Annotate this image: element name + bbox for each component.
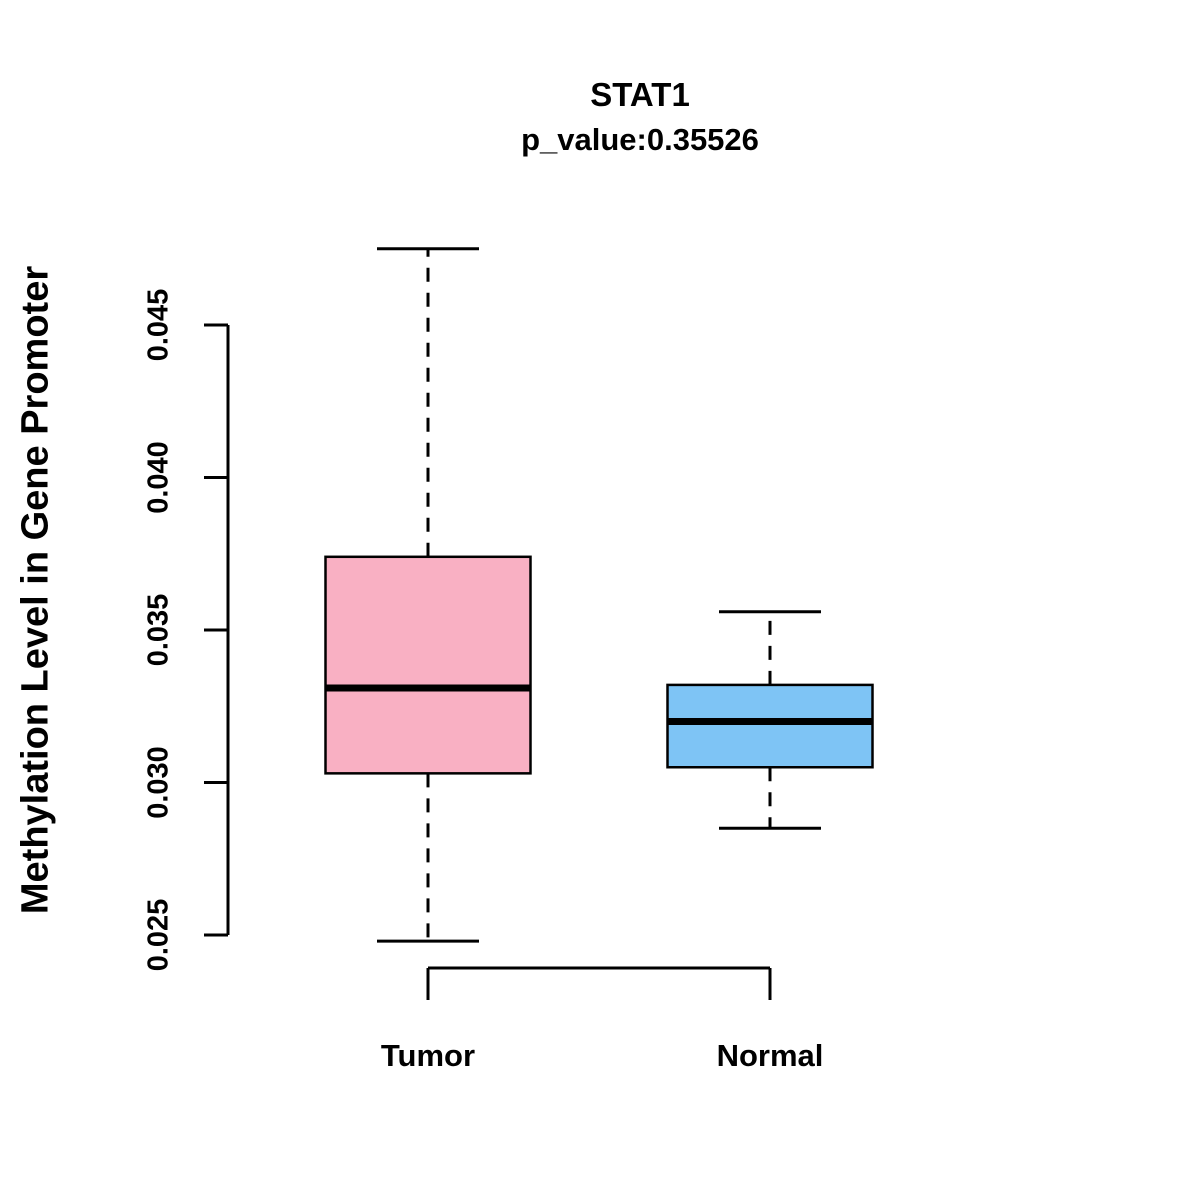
y-axis: 0.025 0.030 0.035 0.040 0.045 [143, 289, 230, 972]
x-axis: Tumor Normal [381, 966, 824, 1073]
chart-title: STAT1 [590, 76, 690, 113]
x-category-label-normal: Normal [717, 1038, 824, 1073]
box-normal [666, 610, 874, 830]
y-axis-tick-label: 0.045 [143, 289, 175, 362]
y-axis-tick-label: 0.025 [143, 899, 175, 972]
chart-subtitle-pvalue: p_value:0.35526 [521, 122, 759, 157]
iqr-box [324, 555, 532, 775]
y-axis-tick-label: 0.035 [143, 594, 175, 667]
y-axis-tick-label: 0.040 [143, 441, 175, 514]
y-axis-tick-label: 0.030 [143, 746, 175, 819]
x-category-label-tumor: Tumor [381, 1038, 475, 1073]
box-tumor [324, 247, 532, 943]
iqr-box [666, 683, 874, 769]
